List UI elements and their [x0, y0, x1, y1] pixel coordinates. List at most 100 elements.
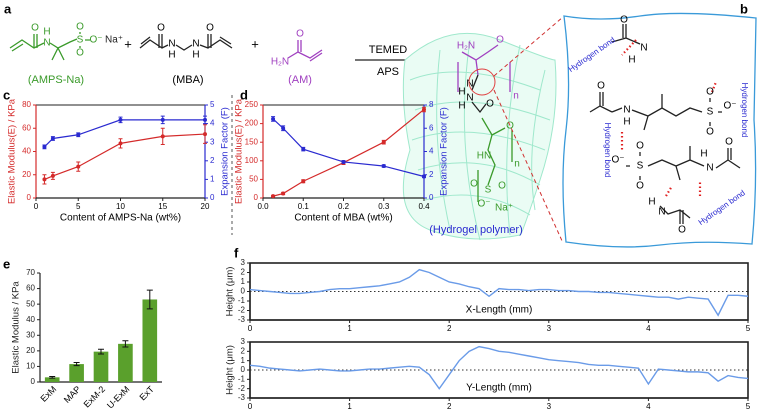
y-tick-label: 1 [241, 277, 246, 286]
atom: O⁻ [89, 35, 102, 46]
x-tick-label: 0 [248, 324, 253, 333]
x-tick-label: U-ExM [105, 384, 132, 411]
x-tick-label: ExM [38, 384, 58, 404]
atom: N [623, 105, 630, 116]
x-tick-label: 10 [116, 202, 125, 211]
polymer-name: (Hydrogel polymer) [429, 224, 523, 236]
error-bar [98, 348, 104, 355]
y-tick-label: -3 [238, 315, 246, 324]
atom: O [470, 179, 478, 190]
y-tick-label: 40 [26, 315, 35, 324]
atom: O [76, 22, 84, 33]
x-tick-label: 0.1 [298, 202, 310, 211]
atom: H [458, 87, 465, 98]
x-axis-label: Content of MBA (wt%) [294, 213, 392, 224]
compound-name: (MBA) [172, 74, 203, 86]
y-tick-label: 0 [27, 193, 32, 202]
annotation: Hydrogen bond [603, 123, 612, 178]
y-axis-label: Height (μm) [225, 345, 236, 395]
atom: H [623, 117, 630, 128]
atom: H [192, 50, 199, 61]
atom: O⁻ [723, 101, 736, 112]
plus: + [124, 36, 132, 51]
data-point [422, 174, 426, 179]
atom: H [628, 55, 635, 66]
y-tick-label: 20 [26, 346, 35, 355]
y-tick-label: 60 [26, 284, 35, 293]
error-bar [146, 289, 153, 310]
atom: O [31, 23, 39, 34]
atom: O [706, 87, 714, 98]
bond-lines [287, 40, 323, 62]
data-point [271, 194, 276, 199]
data-point [203, 132, 207, 137]
atom: O [678, 225, 686, 236]
x-tick-label: 0.3 [378, 202, 390, 211]
y-tick-label: 50 [26, 299, 35, 308]
data-point [203, 117, 207, 122]
error-bar [49, 376, 56, 379]
error-bar [122, 340, 129, 348]
data-point [281, 191, 286, 196]
bar [69, 364, 84, 382]
atom: S [707, 107, 714, 118]
y-tick-label: 40 [22, 147, 31, 156]
bond-lines [589, 24, 741, 224]
bond-lines [477, 117, 513, 202]
y-tick-label: -3 [238, 393, 246, 402]
plot-frame [262, 104, 425, 199]
y-tick-label: 3 [241, 337, 246, 346]
y-tick-label: 20 [22, 170, 31, 179]
atom: H [43, 27, 50, 38]
y-tick-label: 0 [241, 287, 246, 296]
x-axis-label: Y-Length (mm) [466, 383, 532, 394]
atom: N [706, 163, 713, 174]
data-point [381, 140, 386, 145]
x-tick-label: 3 [547, 324, 552, 333]
atom: Na⁺ [105, 35, 123, 46]
data-line [272, 108, 425, 197]
atom: H [458, 101, 465, 112]
y2-axis-label: Expansion Factor (F) [439, 107, 450, 196]
polymer-chain: H₂N O N H N H O n n O HN S O O O⁻ Na⁺ [457, 35, 520, 214]
compound-name: (AM) [288, 74, 312, 86]
y2-axis-label: Expansion Factor (F) [220, 107, 231, 196]
x-tick-label: ExT [137, 384, 156, 403]
atom: O⁻ [611, 155, 624, 166]
atom: O [157, 23, 165, 34]
atom: O [496, 35, 504, 46]
mba-structure: O N H N H O (MBA) [139, 23, 233, 86]
data-point [76, 164, 81, 169]
atom: Na⁺ [495, 203, 513, 214]
bond-lines [9, 38, 78, 61]
atom: O [597, 81, 605, 92]
y-tick-label: -2 [238, 306, 246, 315]
panel-label: f [234, 245, 239, 260]
y2-tick-label: 2 [429, 170, 434, 179]
atom: O⁻ [477, 199, 490, 210]
error-bar [73, 362, 80, 367]
data-line [249, 345, 749, 390]
data-point [42, 144, 47, 149]
bond-lines [402, 32, 557, 240]
y2-tick-label: 4 [210, 119, 215, 128]
y-tick-label: 70 [26, 268, 35, 277]
atom: n [513, 91, 519, 102]
data-point [381, 164, 386, 169]
x-axis-label: X-Length (mm) [466, 305, 533, 316]
y-tick-label: 0 [241, 365, 246, 374]
x-tick-label: 1 [347, 402, 352, 411]
atom: H [648, 197, 655, 208]
data-line [272, 118, 425, 178]
atom: N [466, 79, 473, 90]
am-structure: H₂N O (AM) [271, 29, 323, 86]
data-point [281, 126, 286, 131]
atom: O [636, 141, 644, 152]
data-point [271, 116, 276, 121]
y-tick-label: 10 [26, 362, 35, 371]
atom: H₂N [457, 41, 475, 52]
data-point [42, 177, 47, 182]
y-axis-label: Elastic Modulus(E) / KPa [7, 98, 18, 204]
annotation: Hydrogen bond [567, 35, 617, 74]
atom: N [168, 39, 175, 50]
